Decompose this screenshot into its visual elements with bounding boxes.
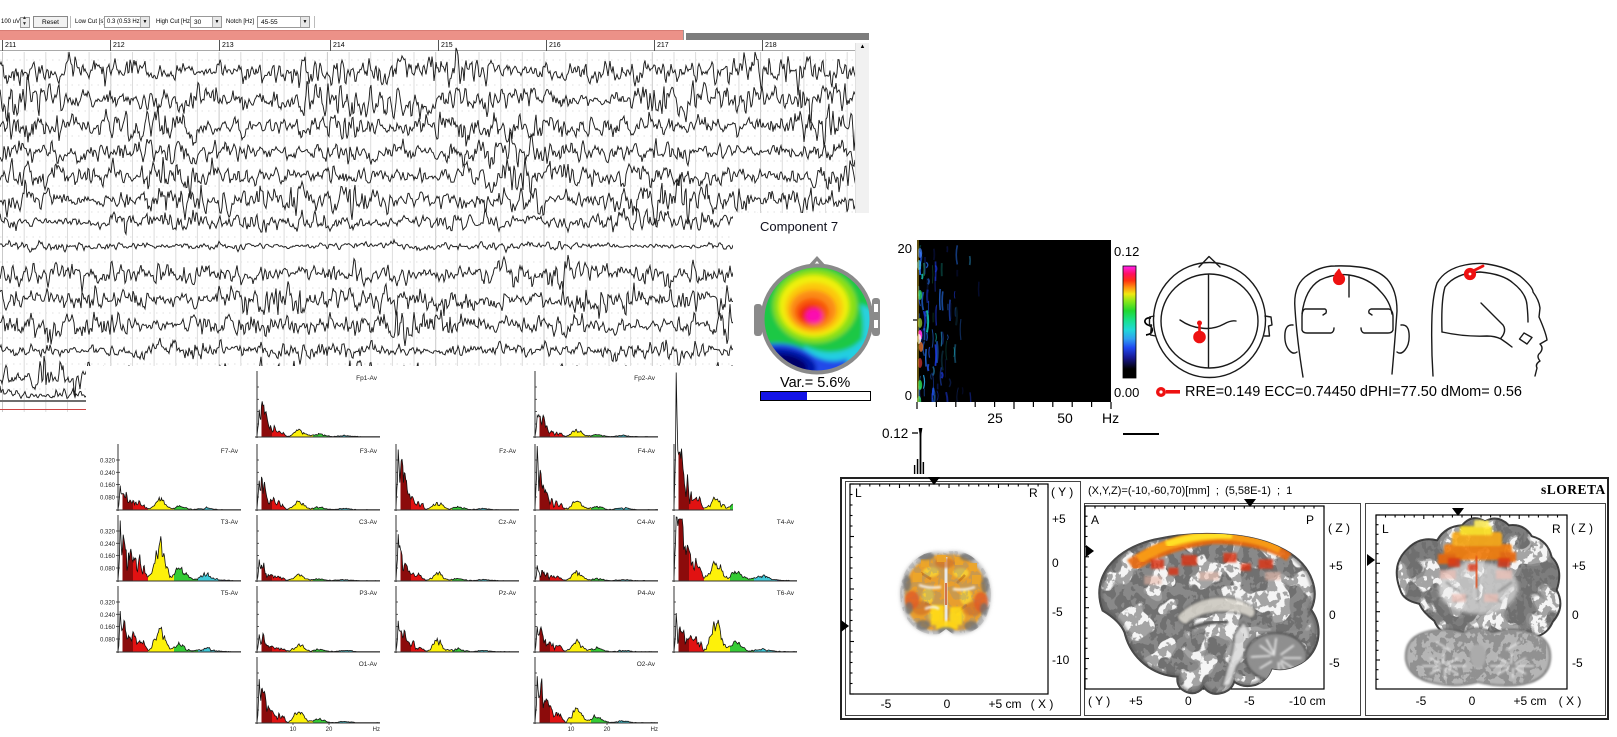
svg-text:Fp2-Av: Fp2-Av	[634, 375, 656, 382]
svg-text:T4-Av: T4-Av	[777, 519, 795, 526]
svg-text:0.240: 0.240	[100, 613, 116, 619]
svg-text:-5: -5	[1052, 605, 1063, 619]
svg-text:( X ): ( X )	[1031, 697, 1054, 711]
svg-text:( Z ): ( Z )	[1328, 521, 1350, 535]
svg-text:+5: +5	[1052, 512, 1066, 526]
svg-text:50: 50	[1057, 410, 1073, 426]
svg-text:+5: +5	[1572, 559, 1586, 573]
svg-text:0.12: 0.12	[1114, 244, 1139, 259]
svg-text:0.160: 0.160	[100, 625, 116, 631]
svg-text:-5: -5	[1572, 656, 1583, 670]
svg-text:-10: -10	[1052, 653, 1070, 667]
svg-text:0.320: 0.320	[100, 459, 116, 465]
svg-text:( Y ): ( Y )	[1088, 694, 1110, 708]
svg-text:0.320: 0.320	[100, 601, 116, 607]
svg-text:Fz-Av: Fz-Av	[499, 448, 517, 455]
svg-text:0.080: 0.080	[100, 567, 116, 573]
svg-text:0: 0	[1469, 694, 1476, 708]
svg-text:C4-Av: C4-Av	[637, 519, 656, 526]
svg-text:L: L	[855, 486, 862, 500]
svg-text:0.160: 0.160	[100, 554, 116, 560]
svg-text:0.080: 0.080	[100, 638, 116, 644]
svg-text:+5: +5	[1129, 694, 1143, 708]
svg-text:0: 0	[1185, 694, 1192, 708]
svg-text:-10 cm: -10 cm	[1289, 694, 1326, 708]
svg-text:25: 25	[987, 410, 1003, 426]
svg-text:Hz: Hz	[651, 727, 658, 733]
svg-text:( Z ): ( Z )	[1571, 521, 1593, 535]
svg-text:O2-Av: O2-Av	[637, 661, 656, 668]
svg-text:O1-Av: O1-Av	[359, 661, 378, 668]
svg-text:L: L	[1382, 522, 1389, 536]
svg-text:0.160: 0.160	[100, 483, 116, 489]
svg-text:0.240: 0.240	[100, 542, 116, 548]
svg-text:0.080: 0.080	[100, 496, 116, 502]
svg-text:F7-Av: F7-Av	[221, 448, 239, 455]
svg-text:+5 cm: +5 cm	[988, 697, 1021, 711]
svg-text:0: 0	[1052, 556, 1059, 570]
svg-text:F4-Av: F4-Av	[638, 448, 656, 455]
svg-text:10: 10	[568, 727, 575, 733]
svg-text:T5-Av: T5-Av	[221, 590, 239, 597]
svg-text:0: 0	[1329, 608, 1336, 622]
svg-text:-5: -5	[1244, 694, 1255, 708]
svg-text:+5 cm: +5 cm	[1513, 694, 1546, 708]
svg-text:0.12: 0.12	[882, 426, 908, 441]
svg-text:P4-Av: P4-Av	[637, 590, 655, 597]
svg-text:0: 0	[1572, 608, 1579, 622]
svg-text:Fp1-Av: Fp1-Av	[356, 375, 378, 382]
svg-text:T3-Av: T3-Av	[221, 519, 239, 526]
svg-text:T6-Av: T6-Av	[777, 590, 795, 597]
svg-text:Pz-Av: Pz-Av	[499, 590, 517, 597]
svg-text:-5: -5	[881, 697, 892, 711]
svg-text:Hz: Hz	[373, 727, 380, 733]
svg-text:A: A	[1091, 513, 1099, 527]
svg-text:C3-Av: C3-Av	[359, 519, 378, 526]
svg-text:Hz: Hz	[1102, 410, 1119, 426]
svg-text:-5: -5	[1416, 694, 1427, 708]
svg-text:R: R	[1029, 486, 1038, 500]
svg-text:0.320: 0.320	[100, 530, 116, 536]
svg-text:10: 10	[290, 727, 297, 733]
svg-text:P3-Av: P3-Av	[359, 590, 377, 597]
svg-text:( X ): ( X )	[1559, 694, 1582, 708]
svg-text:F3-Av: F3-Av	[360, 448, 378, 455]
svg-text:Cz-Av: Cz-Av	[498, 519, 516, 526]
svg-text:P: P	[1306, 513, 1314, 527]
svg-text:+5: +5	[1329, 559, 1343, 573]
svg-text:0.240: 0.240	[100, 471, 116, 477]
svg-text:0: 0	[944, 697, 951, 711]
svg-text:R: R	[1552, 522, 1561, 536]
svg-text:20: 20	[898, 241, 912, 256]
svg-text:-5: -5	[1329, 656, 1340, 670]
svg-text:20: 20	[604, 727, 611, 733]
svg-text:( Y ): ( Y )	[1051, 485, 1073, 499]
svg-text:20: 20	[326, 727, 333, 733]
svg-text:0: 0	[905, 388, 912, 403]
svg-text:0.00: 0.00	[1114, 385, 1139, 400]
